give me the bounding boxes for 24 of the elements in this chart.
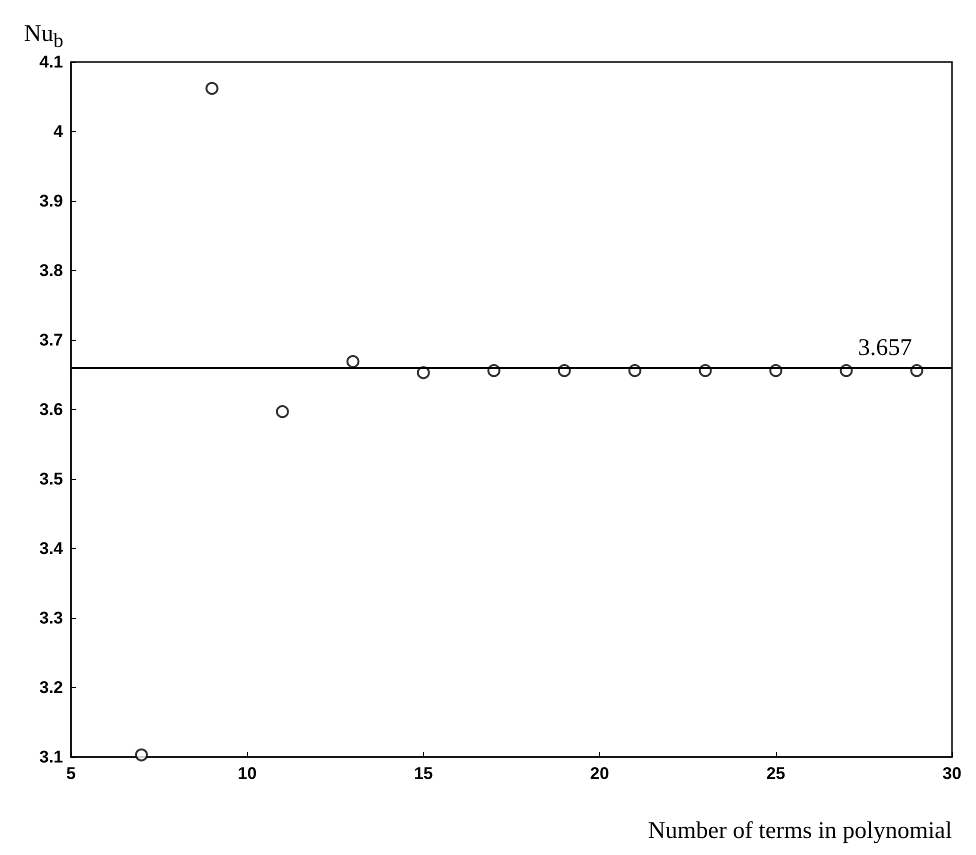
point <box>205 82 218 95</box>
y-tick-label: 3.3 <box>39 608 63 628</box>
y-tick-label: 4 <box>54 122 64 141</box>
point <box>346 355 360 368</box>
x-tick-label: 30 <box>942 764 962 783</box>
y-axis-title: Nu$_{b}$ <box>24 21 64 52</box>
ref-line-label: 3.657 <box>858 334 912 361</box>
y-tick-label: 3.7 <box>39 330 63 350</box>
x-tick-label: 15 <box>414 764 433 783</box>
y-tick-label: 3.2 <box>39 678 63 697</box>
point <box>134 748 148 762</box>
y-tick-label: 3.8 <box>39 261 63 280</box>
x-tick-label: 5 <box>66 764 76 783</box>
x-axis-title: Number of terms in polynomial <box>648 818 952 844</box>
x-tick-label: 10 <box>238 764 257 783</box>
point <box>276 405 289 418</box>
y-tick-label: 4.1 <box>39 52 63 72</box>
x-tick-label: 25 <box>766 764 786 783</box>
x-tick-label: 20 <box>590 764 610 783</box>
y-tick-label: 3.1 <box>39 748 63 766</box>
y-tick-label: 3.9 <box>39 192 63 210</box>
y-tick-label: 3.6 <box>39 400 63 419</box>
y-tick-label: 3.4 <box>39 539 64 558</box>
y-tick-label: 3.5 <box>39 470 63 488</box>
